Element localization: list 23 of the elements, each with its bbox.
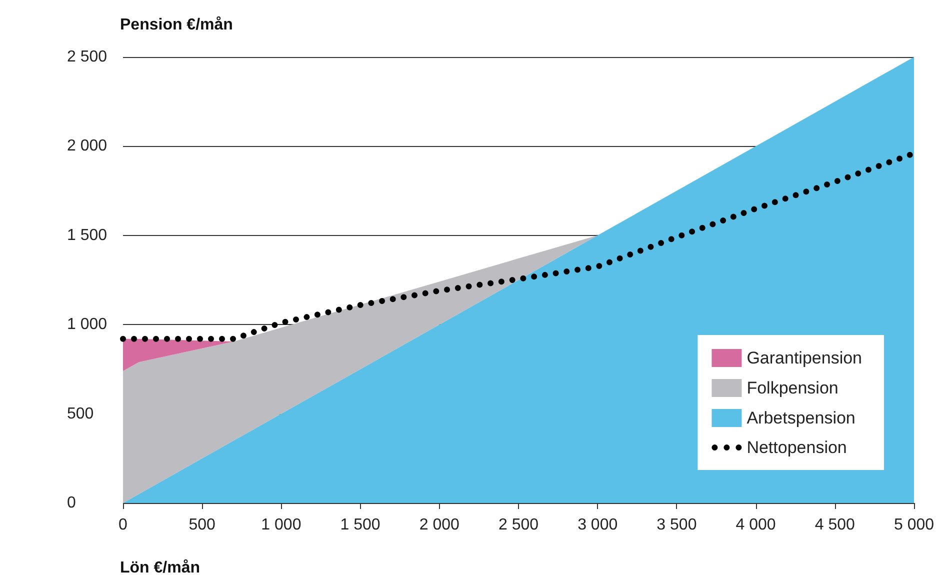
y-axis-title: Pension €/mån bbox=[120, 16, 233, 34]
x-tick-label: 5 000 bbox=[894, 516, 934, 534]
x-tick-label: 500 bbox=[188, 516, 216, 534]
x-tick-label: 2 500 bbox=[498, 516, 539, 534]
y-tick-label: 500 bbox=[67, 405, 94, 422]
y-tick-label: 1 000 bbox=[67, 316, 108, 334]
y-tick-label: 2 500 bbox=[67, 48, 108, 66]
x-tick-label: 3 500 bbox=[656, 516, 697, 534]
x-tick-label: 2 000 bbox=[419, 516, 460, 534]
y-tick-label: 1 500 bbox=[67, 226, 108, 244]
x-tick-label: 4 000 bbox=[736, 516, 776, 534]
legend-label: Folkpension bbox=[746, 378, 838, 398]
x-tick-label: 1 500 bbox=[340, 516, 380, 534]
legend-label: Arbetspension bbox=[746, 408, 856, 428]
x-tick-label: 0 bbox=[118, 516, 128, 534]
x-tick-label: 3 000 bbox=[578, 516, 618, 534]
y-tick-label: 0 bbox=[67, 494, 76, 512]
x-tick-label: 1 000 bbox=[261, 516, 302, 534]
x-tick-label: 4 500 bbox=[814, 516, 856, 534]
legend-label: Garantipension bbox=[746, 348, 862, 368]
legend-label: Nettopension bbox=[746, 438, 847, 457]
x-axis-title: Lön €/mån bbox=[120, 558, 200, 575]
y-tick-label: 2 000 bbox=[67, 138, 108, 155]
